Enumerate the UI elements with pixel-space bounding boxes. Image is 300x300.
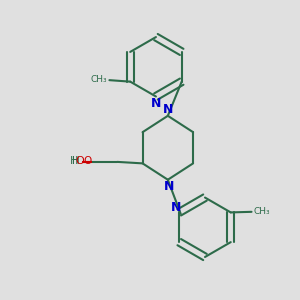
Text: N: N xyxy=(170,201,181,214)
Text: H: H xyxy=(72,156,80,166)
Text: N: N xyxy=(163,103,173,116)
Text: O: O xyxy=(83,156,92,166)
Text: N: N xyxy=(151,98,161,110)
Text: CH₃: CH₃ xyxy=(254,207,271,216)
Text: CH₃: CH₃ xyxy=(90,75,107,84)
Text: N: N xyxy=(164,180,175,193)
Text: H: H xyxy=(70,156,78,166)
Text: O: O xyxy=(76,156,85,166)
